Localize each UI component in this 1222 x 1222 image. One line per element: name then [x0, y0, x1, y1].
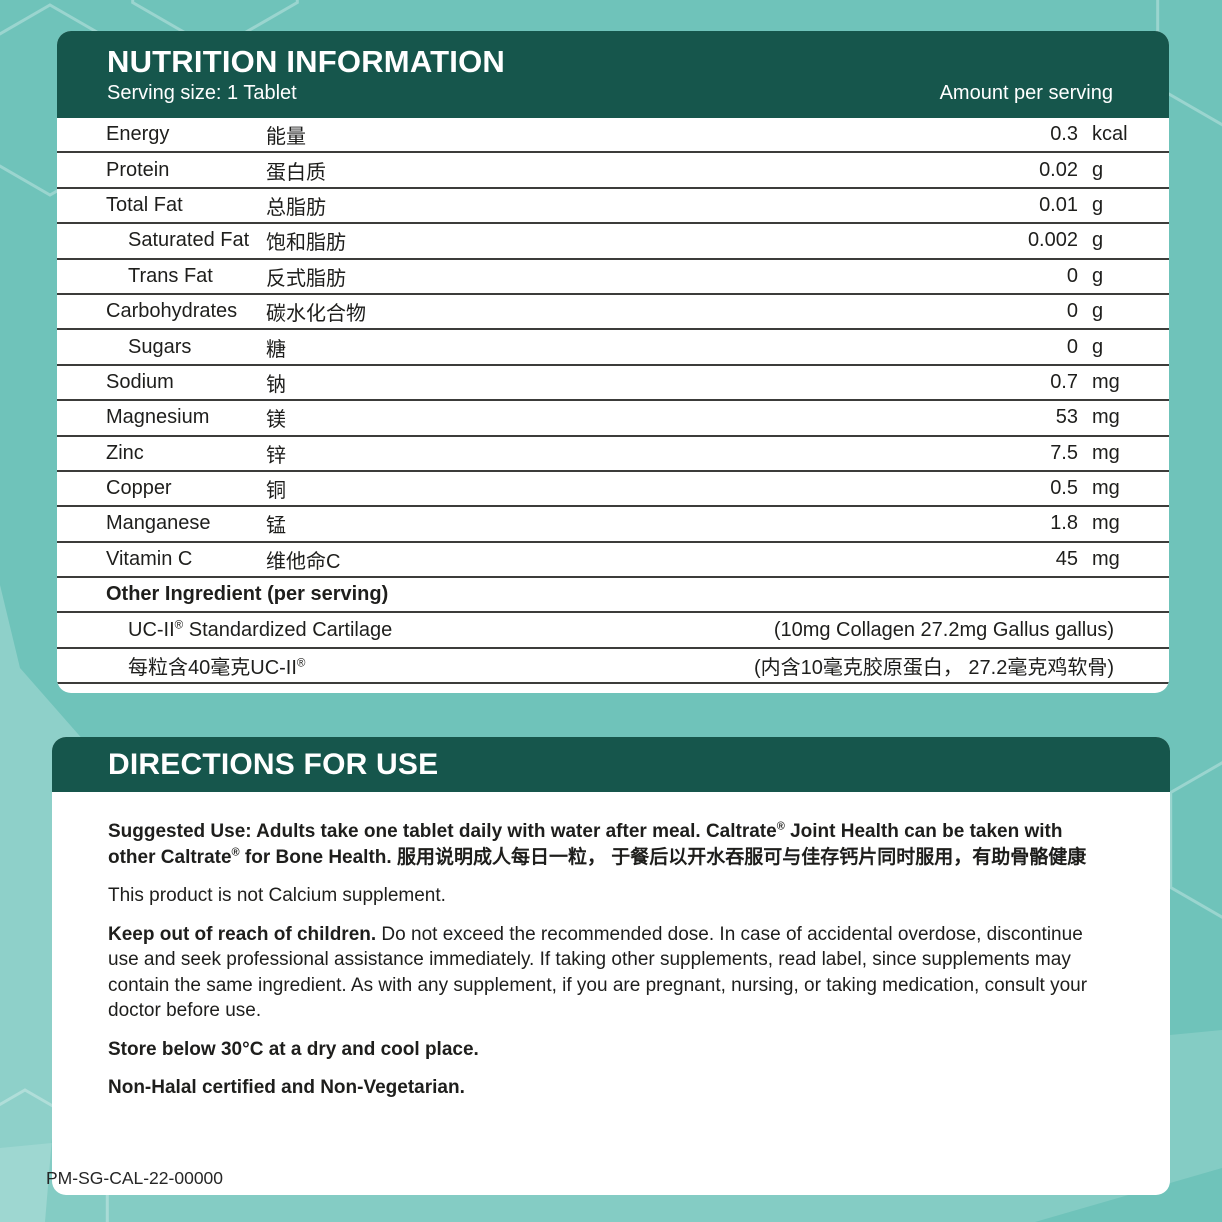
nutrient-amount: 53 [1055, 406, 1078, 429]
product-code: PM-SG-CAL-22-00000 [46, 1168, 224, 1188]
other-ingredient-header: Other Ingredient (per serving) [106, 583, 389, 606]
nutrient-name-zh: 铜 [266, 480, 286, 503]
other-ingredient-name: UC-II® Standardized Cartilage [128, 618, 393, 641]
nutrient-name-zh: 碳水化合物 [266, 303, 366, 326]
nutrient-row: Magnesium 镁 53 mg [57, 401, 1169, 437]
nutrient-name-zh: 锰 [266, 515, 286, 538]
nutrient-unit: g [1092, 229, 1104, 252]
nutrient-unit: mg [1092, 477, 1120, 500]
nutrient-amount: 45 [1055, 547, 1078, 570]
nutrient-row: Saturated Fat 饱和脂肪 0.002 g [57, 224, 1169, 260]
nutrient-row: Manganese 锰 1.8 mg [57, 507, 1169, 543]
other-ingredient-name: 每粒含40毫克UC-II® [128, 656, 306, 680]
nutrient-rows: Energy 能量 0.3 kcal Protein 蛋白质 0.02 g To… [57, 118, 1169, 579]
nutrient-row: Protein 蛋白质 0.02 g [57, 153, 1169, 189]
directions-title: DIRECTIONS FOR USE [108, 748, 439, 781]
nutrient-unit: g [1092, 300, 1104, 323]
other-ingredient-detail: (内含10毫克胶原蛋白， 27.2毫克鸡软骨) [753, 657, 1114, 680]
warning-paragraph: Keep out of reach of children. Do not ex… [108, 922, 1110, 1024]
nutrient-name-en: Vitamin C [106, 547, 193, 570]
nutrient-row: Vitamin C 维他命C 45 mg [57, 542, 1169, 579]
nutrient-name-en: Sugars [128, 335, 192, 358]
nutrient-amount: 0.01 [1039, 193, 1078, 216]
nutrient-unit: kcal [1092, 123, 1128, 146]
nutrient-amount: 0.5 [1050, 477, 1078, 500]
nutrition-panel: NUTRITION INFORMATION Serving size: 1 Ta… [57, 31, 1169, 693]
nutrient-name-zh: 饱和脂肪 [266, 232, 346, 255]
nutrient-unit: g [1092, 335, 1104, 358]
nutrient-unit: g [1092, 193, 1104, 216]
other-ingredient-header-row: Other Ingredient (per serving) [57, 578, 1169, 614]
warning-lead: Keep out of reach of children. [108, 923, 377, 945]
nutrient-row: Copper 铜 0.5 mg [57, 471, 1169, 508]
not-calcium-note: This product is not Calcium supplement. [108, 885, 446, 906]
suggested-use-paragraph: Suggested Use: Adults take one tablet da… [108, 820, 1087, 868]
nutrient-row: Zinc 锌 7.5 mg [57, 436, 1169, 472]
nutrient-name-en: Protein [106, 158, 170, 181]
nutrient-name-zh: 钠 [266, 373, 286, 396]
nutrient-name-en: Energy [106, 123, 170, 146]
nutrient-name-zh: 维他命C [266, 550, 341, 573]
nutrient-amount: 0.002 [1027, 229, 1078, 252]
nutrient-unit: mg [1092, 370, 1120, 393]
nutrient-amount: 0.3 [1050, 123, 1078, 146]
nutrient-name-zh: 反式脂肪 [266, 267, 346, 290]
directions-panel: DIRECTIONS FOR USE Suggested Use: Adults… [52, 737, 1170, 1195]
nutrient-row: Trans Fat 反式脂肪 0 g [57, 259, 1169, 295]
nutrient-name-en: Manganese [106, 512, 211, 535]
amount-per-serving-label: Amount per serving [939, 82, 1113, 104]
directions-header-band: DIRECTIONS FOR USE [52, 737, 1170, 792]
nutrient-amount: 0 [1066, 300, 1078, 323]
nutrient-row: Energy 能量 0.3 kcal [57, 118, 1169, 154]
nutrient-name-en: Sodium [106, 370, 174, 393]
nutrient-name-zh: 糖 [266, 338, 286, 361]
nutrient-row: Sodium 钠 0.7 mg [57, 365, 1169, 402]
nutrient-name-zh: 蛋白质 [266, 161, 326, 184]
other-ingredient-rows: UC-II® Standardized Cartilage (10mg Coll… [57, 613, 1169, 685]
nutrient-row: Total Fat 总脂肪 0.01 g [57, 188, 1169, 225]
nutrient-amount: 0 [1066, 335, 1078, 358]
nutrient-name-zh: 镁 [266, 409, 286, 432]
nutrient-unit: mg [1092, 406, 1120, 429]
nutrition-title: NUTRITION INFORMATION [107, 44, 505, 79]
other-ingredient-detail: (10mg Collagen 27.2mg Gallus gallus) [773, 618, 1114, 641]
warning-rest: Do not exceed the recommended dose. In c… [108, 923, 1088, 1022]
nutrient-name-en: Magnesium [106, 406, 210, 429]
nutrient-unit: g [1092, 264, 1104, 287]
nutrient-name-zh: 锌 [266, 444, 286, 467]
halal-note: Non-Halal certified and Non-Vegetarian. [108, 1077, 465, 1098]
nutrient-amount: 0 [1066, 264, 1078, 287]
nutrient-name-zh: 能量 [266, 126, 306, 149]
nutrient-unit: mg [1092, 547, 1120, 570]
nutrient-amount: 0.02 [1039, 158, 1078, 181]
nutrient-row: Carbohydrates 碳水化合物 0 g [57, 294, 1169, 331]
nutrient-amount: 0.7 [1050, 370, 1078, 393]
nutrient-name-en: Total Fat [106, 193, 183, 216]
nutrient-row: Sugars 糖 0 g [57, 330, 1169, 366]
other-ingredient-row: UC-II® Standardized Cartilage (10mg Coll… [57, 613, 1169, 649]
serving-size-label: Serving size: 1 Tablet [107, 82, 297, 104]
nutrient-amount: 1.8 [1050, 512, 1078, 535]
nutrient-unit: mg [1092, 512, 1120, 535]
other-ingredient-row: 每粒含40毫克UC-II® (内含10毫克胶原蛋白， 27.2毫克鸡软骨) [57, 648, 1169, 685]
nutrient-name-en: Zinc [106, 441, 144, 464]
nutrient-unit: mg [1092, 441, 1120, 464]
nutrient-name-en: Carbohydrates [106, 300, 238, 323]
nutrient-name-en: Copper [106, 477, 172, 500]
nutrient-amount: 7.5 [1050, 441, 1078, 464]
nutrient-name-zh: 总脂肪 [266, 196, 326, 219]
nutrition-header-band: NUTRITION INFORMATION Serving size: 1 Ta… [57, 31, 1169, 118]
nutrition-table: Energy 能量 0.3 kcal Protein 蛋白质 0.02 g To… [57, 118, 1169, 685]
nutrient-name-en: Saturated Fat [128, 229, 250, 252]
nutrient-name-en: Trans Fat [128, 264, 213, 287]
nutrient-unit: g [1092, 158, 1104, 181]
directions-body: Suggested Use: Adults take one tablet da… [52, 792, 1170, 1101]
storage-note: Store below 30°C at a dry and cool place… [108, 1038, 479, 1060]
